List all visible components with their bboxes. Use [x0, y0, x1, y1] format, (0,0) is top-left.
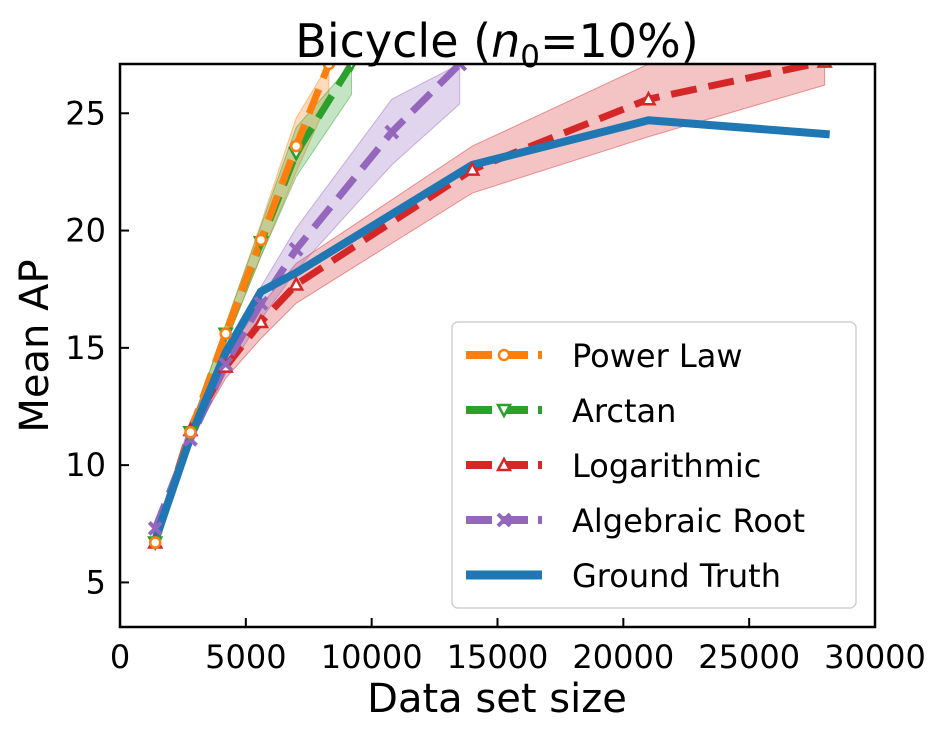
x-tick-label: 0: [110, 638, 130, 676]
legend-item: Algebraic Root: [466, 502, 805, 540]
y-tick-label: 10: [65, 446, 106, 484]
legend-item: Power Law: [466, 337, 743, 375]
y-axis-label: Mean AP: [12, 259, 58, 432]
legend-marker: [495, 403, 513, 419]
y-tick-label: 15: [65, 329, 106, 367]
x-tick-label: 5000: [205, 638, 286, 676]
y-tick-label: 5: [86, 563, 106, 601]
y-tick-label: 25: [65, 94, 106, 132]
data-point: [464, 160, 481, 176]
legend-label: Algebraic Root: [572, 502, 805, 540]
data-point: [148, 536, 162, 549]
data-point: [384, 124, 400, 140]
legend-label: Logarithmic: [572, 447, 761, 485]
series-markers: [147, 64, 833, 552]
legend-item: Logarithmic: [466, 447, 761, 485]
data-point: [288, 241, 304, 257]
x-axis-label: Data set size: [367, 676, 627, 722]
legend: Power Law Arctan Logarithmic Algebraic Root…: [451, 321, 857, 609]
legend-item: Ground Truth: [466, 557, 781, 595]
chart-title: Bicycle (n0=10%): [295, 14, 698, 75]
legend-box: [451, 321, 857, 609]
legend-marker: [496, 512, 512, 528]
x-tick-label: 10000: [321, 638, 423, 676]
legend-label: Ground Truth: [572, 557, 781, 595]
x-axis-ticks: 0 5000 10000 15000 20000 25000 30000: [110, 618, 926, 676]
data-point: [147, 521, 163, 536]
data-point: [254, 233, 268, 247]
data-point: [640, 90, 657, 106]
series-lines: [151, 64, 831, 544]
data-point: [184, 426, 197, 439]
legend-item: Arctan: [466, 392, 676, 430]
data-point: [218, 356, 234, 372]
data-point: [452, 64, 468, 72]
data-point: [219, 327, 232, 341]
legend-label: Arctan: [572, 392, 676, 430]
x-tick-label: 25000: [698, 638, 800, 676]
data-point: [289, 139, 303, 153]
data-point: [252, 313, 270, 329]
data-point: [253, 295, 269, 311]
x-tick-label: 15000: [447, 638, 549, 676]
x-tick-label: 20000: [572, 638, 674, 676]
legend-marker: [497, 348, 511, 362]
series-line: [151, 116, 831, 542]
data-point: [288, 275, 305, 291]
y-axis-ticks: 5 10 15 20 25: [65, 94, 129, 601]
plot-area: [147, 64, 833, 552]
legend-label: Power Law: [572, 337, 743, 375]
y-tick-label: 20: [65, 212, 106, 250]
legend-marker: [495, 456, 513, 472]
x-tick-label: 30000: [824, 638, 926, 676]
